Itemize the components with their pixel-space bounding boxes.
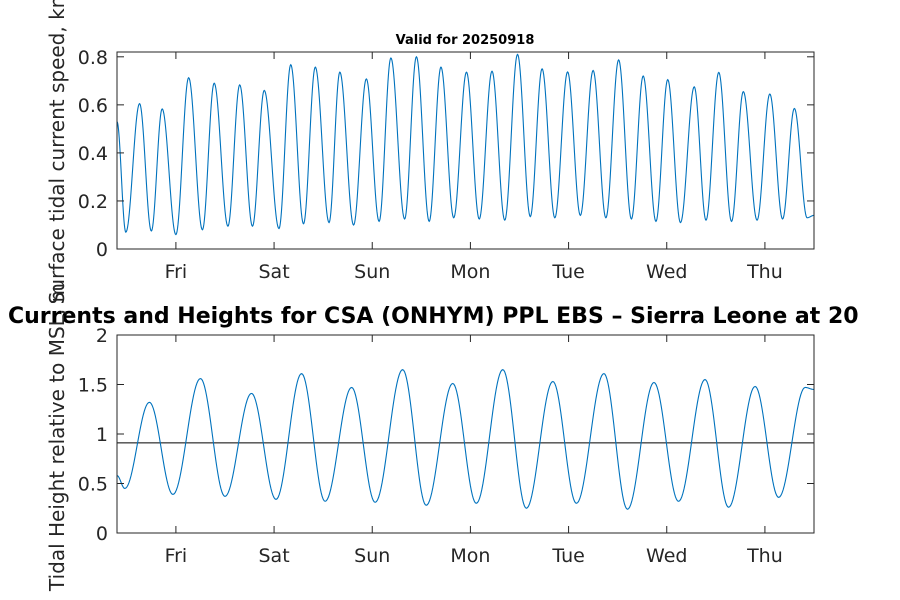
height-xtick-label: Sat bbox=[258, 545, 289, 567]
current-y-axis-label: Surface tidal current speed, kn bbox=[45, 0, 69, 304]
current-ytick-label: 0.8 bbox=[78, 47, 108, 69]
height-y-axis-label: Tidal Height relative to MSL, m bbox=[45, 283, 69, 592]
current-speed-marks: 0 0.2 0.4 0.6 0.8 Fri Sat Sun Mon Tue Wed Thu bbox=[78, 47, 815, 283]
current-xtick-label: Wed bbox=[646, 261, 687, 283]
tidal-height-marks: 0 0.5 1 1.5 2 Fri Sat Sun Mon Tue Wed Thu bbox=[78, 325, 815, 567]
tidal-height-chart: Currents and Heights for CSA (ONHYM) PPL… bbox=[8, 283, 859, 592]
main-figure-title: Currents and Heights for CSA (ONHYM) PPL… bbox=[8, 304, 859, 329]
current-chart-title: Valid for 20250918 bbox=[396, 33, 535, 48]
height-ytick-label: 0.5 bbox=[78, 474, 108, 496]
current-speed-chart: Valid for 20250918 0 0.2 0.4 0.6 0.8 Fri Sat Su… bbox=[45, 0, 815, 304]
current-xtick-label: Thu bbox=[746, 261, 783, 283]
current-plot-frame bbox=[116, 51, 815, 250]
height-ytick-label: 1.5 bbox=[78, 375, 108, 397]
height-xtick-label: Thu bbox=[746, 545, 783, 567]
current-ytick-label: 0 bbox=[96, 239, 108, 261]
height-ytick-label: 2 bbox=[96, 325, 108, 347]
current-xtick-label: Sat bbox=[258, 261, 289, 283]
current-xtick-label: Sun bbox=[354, 261, 390, 283]
current-ytick-label: 0.4 bbox=[78, 143, 108, 165]
current-series-line bbox=[116, 53, 815, 236]
current-xtick-label: Tue bbox=[551, 261, 584, 283]
height-xtick-label: Tue bbox=[551, 545, 584, 567]
height-ytick-label: 1 bbox=[96, 424, 108, 446]
current-xtick-label: Fri bbox=[165, 261, 188, 283]
height-xtick-label: Fri bbox=[165, 545, 188, 567]
height-series-line bbox=[116, 369, 815, 510]
height-plot-frame bbox=[116, 334, 815, 534]
height-xtick-label: Sun bbox=[354, 545, 390, 567]
height-ytick-label: 0 bbox=[96, 523, 108, 545]
current-xtick-label: Mon bbox=[450, 261, 490, 283]
height-xtick-label: Mon bbox=[450, 545, 490, 567]
height-xtick-label: Wed bbox=[646, 545, 687, 567]
current-ytick-label: 0.6 bbox=[78, 95, 108, 117]
current-ytick-label: 0.2 bbox=[78, 191, 108, 213]
